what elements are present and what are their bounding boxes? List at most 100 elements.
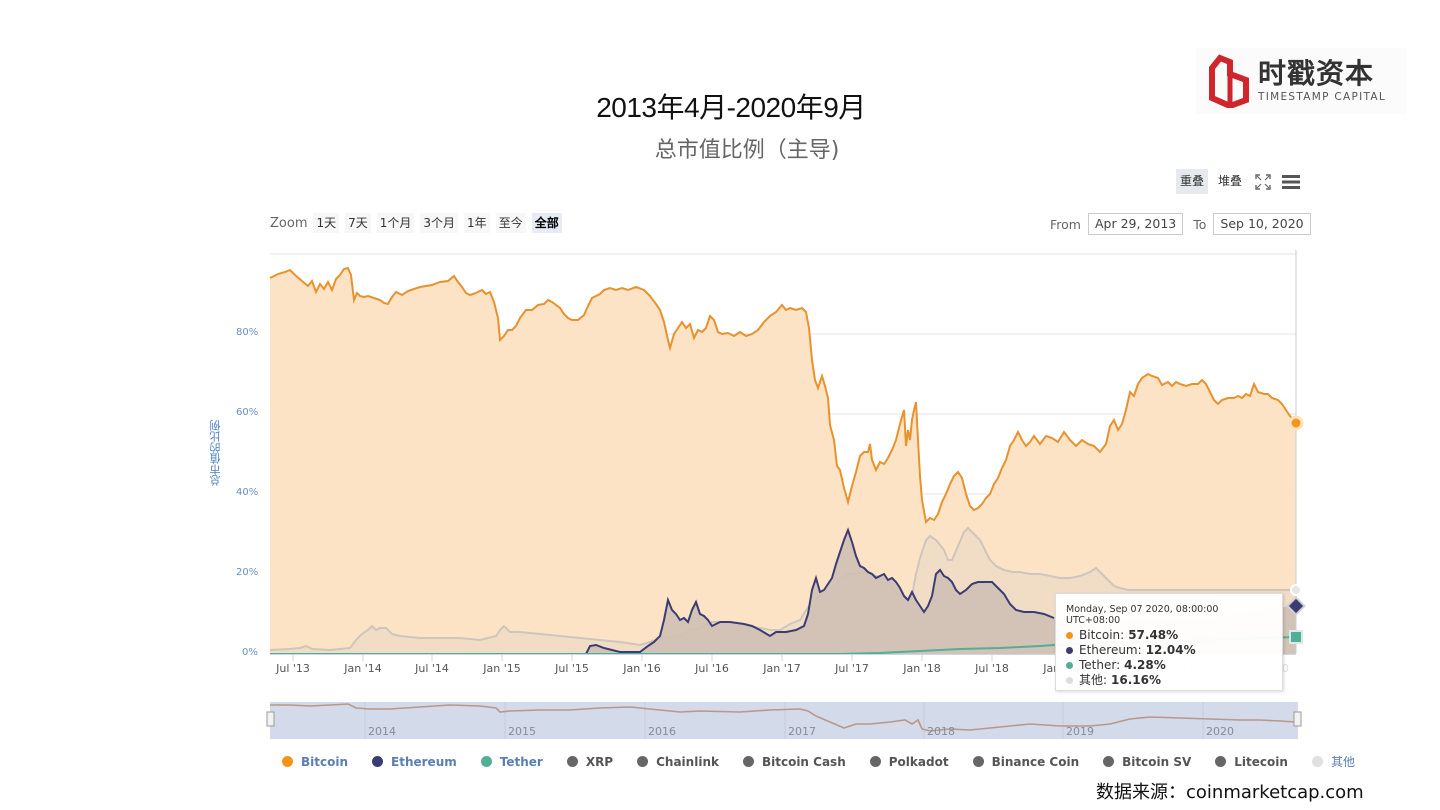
to-label: To	[1193, 216, 1207, 232]
x-tick-label: Jul '13	[276, 662, 310, 675]
legend-item-others[interactable]: 其他	[1311, 753, 1355, 770]
navigator-right-handle[interactable]	[1293, 711, 1302, 727]
from-date-input[interactable]: Apr 29, 2013	[1087, 213, 1184, 235]
x-tick-label: Jan '17	[763, 662, 801, 675]
others-line	[269, 526, 1296, 652]
x-tick-label: Jul '18	[975, 662, 1009, 675]
legend-item-bitcoin-sv[interactable]: Bitcoin SV	[1103, 755, 1191, 769]
x-tick-label: Jan '15	[483, 662, 521, 675]
zoom-label: Zoom	[270, 215, 308, 231]
chart-tooltip: Monday, Sep 07 2020, 08:00:00 UTC+08:00 …	[1055, 593, 1283, 691]
logo-english-name: TIMESTAMP CAPITAL	[1258, 91, 1387, 103]
legend-label: Bitcoin	[301, 754, 349, 769]
tooltip-series-name: 其他:	[1079, 673, 1108, 687]
legend-dot-icon	[566, 756, 578, 767]
x-tick-label: Jul '15	[555, 662, 589, 675]
hamburger-menu-icon	[1282, 174, 1301, 189]
from-label: From	[1050, 216, 1081, 232]
legend-dot-icon	[869, 756, 881, 767]
x-tick-label: Jul '16	[695, 662, 729, 675]
y-tick-40: 40%	[236, 487, 259, 498]
navigator[interactable]	[266, 702, 1302, 739]
navigator-tick-label: 2015	[508, 725, 536, 738]
legend-label: Chainlink	[656, 754, 719, 769]
navigator-tick-label: 2016	[648, 725, 676, 738]
navigator-mask	[270, 702, 1298, 739]
legend-label: Litecoin	[1234, 754, 1288, 769]
tooltip-row-tether: Tether: 4.28%	[1066, 658, 1272, 673]
legend-dot-icon	[972, 756, 984, 767]
legend-dot-icon	[1215, 756, 1227, 767]
legend-label: Bitcoin SV	[1122, 754, 1192, 769]
navigator-tick-label: 2017	[788, 725, 816, 738]
tooltip-series-value: 16.16%	[1111, 673, 1162, 687]
navigator-left-handle[interactable]	[266, 711, 275, 727]
tooltip-series-name: Ethereum:	[1079, 643, 1142, 657]
legend-item-bitcoin-cash[interactable]: Bitcoin Cash	[742, 755, 846, 769]
ethereum-dot-icon	[1066, 647, 1073, 654]
x-tick-label: Jan '18	[903, 662, 941, 675]
legend-dot-icon	[372, 756, 384, 767]
legend-item-bitcoin[interactable]: Bitcoin	[282, 755, 348, 769]
y-axis-title: 总市值的比例	[209, 420, 222, 486]
navigator-tick-label: 2014	[368, 725, 396, 738]
legend-item-litecoin[interactable]: Litecoin	[1215, 755, 1288, 769]
legend-item-polkadot[interactable]: Polkadot	[869, 754, 949, 769]
x-tick-label: Jul '14	[415, 662, 449, 675]
legend-dot-icon	[742, 756, 754, 767]
tooltip-series-value: 4.28%	[1124, 658, 1166, 672]
zoom-7d-button[interactable]: 7天	[345, 213, 371, 233]
tooltip-row-bitcoin: Bitcoin: 57.48%	[1066, 628, 1272, 643]
ethereum-hover-marker	[1286, 596, 1306, 616]
zoom-1m-button[interactable]: 1个月	[376, 213, 415, 233]
x-tick-label: Jan '16	[623, 662, 661, 675]
range-selector-buttons: Zoom 1天 7天 1个月 3个月 1年 至今 全部	[270, 213, 568, 233]
legend-item-tether[interactable]: Tether	[480, 754, 543, 769]
logo-cube-icon	[1209, 54, 1249, 108]
fullscreen-icon	[1255, 173, 1271, 190]
fullscreen-button[interactable]	[1252, 171, 1274, 193]
y-tick-0: 0%	[242, 647, 258, 658]
bitcoin-hover-marker	[1288, 415, 1304, 431]
legend-label: Binance Coin	[991, 754, 1080, 769]
date-range-inputs: From Apr 29, 2013 To Sep 10, 2020	[1050, 213, 1311, 235]
tooltip-row-others: 其他: 16.16%	[1066, 673, 1272, 688]
y-tick-80: 80%	[236, 327, 259, 338]
zoom-1d-button[interactable]: 1天	[313, 213, 340, 233]
legend-dot-icon	[480, 756, 492, 767]
legend-item-binance-coin[interactable]: Binance Coin	[972, 754, 1080, 769]
tooltip-series-value: 57.48%	[1128, 628, 1179, 642]
legend-label: Tether	[499, 754, 543, 769]
chart-menu-button[interactable]	[1280, 171, 1302, 193]
legend-item-xrp[interactable]: XRP	[566, 755, 613, 769]
logo-chinese-name: 时戳资本	[1258, 57, 1375, 90]
legend-item-ethereum[interactable]: Ethereum	[372, 755, 457, 769]
x-tick-label: Jan '14	[344, 662, 382, 675]
navigator-tick-label: 2018	[927, 725, 955, 738]
zoom-ytd-button[interactable]: 至今	[495, 213, 526, 233]
chart-legend: Bitcoin Ethereum Tether XRP Chainlink Bi…	[282, 753, 1379, 770]
zoom-3m-button[interactable]: 3个月	[420, 213, 459, 233]
legend-dot-icon	[1103, 756, 1115, 767]
others-hover-marker	[1290, 584, 1302, 596]
data-source-note: 数据来源：coinmarketcap.com	[1096, 782, 1364, 803]
tether-dot-icon	[1066, 662, 1073, 669]
ethereum-line	[585, 527, 1055, 655]
navigator-tick-label: 2020	[1206, 725, 1234, 738]
stacked-mode-button[interactable]: 堆叠	[1218, 174, 1243, 188]
tooltip-date: Monday, Sep 07 2020, 08:00:00 UTC+08:00	[1066, 604, 1219, 626]
legend-item-chainlink[interactable]: Chainlink	[637, 755, 719, 769]
company-logo: 时戳资本 TIMESTAMP CAPITAL	[1196, 48, 1406, 114]
navigator-series-line	[270, 703, 1297, 732]
zoom-all-button[interactable]: 全部	[531, 213, 562, 233]
zoom-1y-button[interactable]: 1年	[464, 213, 490, 233]
chart-toolbar: 重叠 堆叠	[1176, 169, 1302, 194]
bitcoin-line	[269, 266, 1297, 525]
tooltip-series-name: Bitcoin:	[1079, 628, 1125, 642]
overlap-mode-button[interactable]: 重叠	[1176, 169, 1209, 194]
legend-dot-icon	[637, 756, 649, 767]
tether-hover-marker	[1289, 630, 1303, 644]
to-date-input[interactable]: Sep 10, 2020	[1213, 213, 1311, 235]
y-tick-20: 20%	[236, 567, 259, 578]
legend-label: Polkadot	[888, 754, 949, 769]
